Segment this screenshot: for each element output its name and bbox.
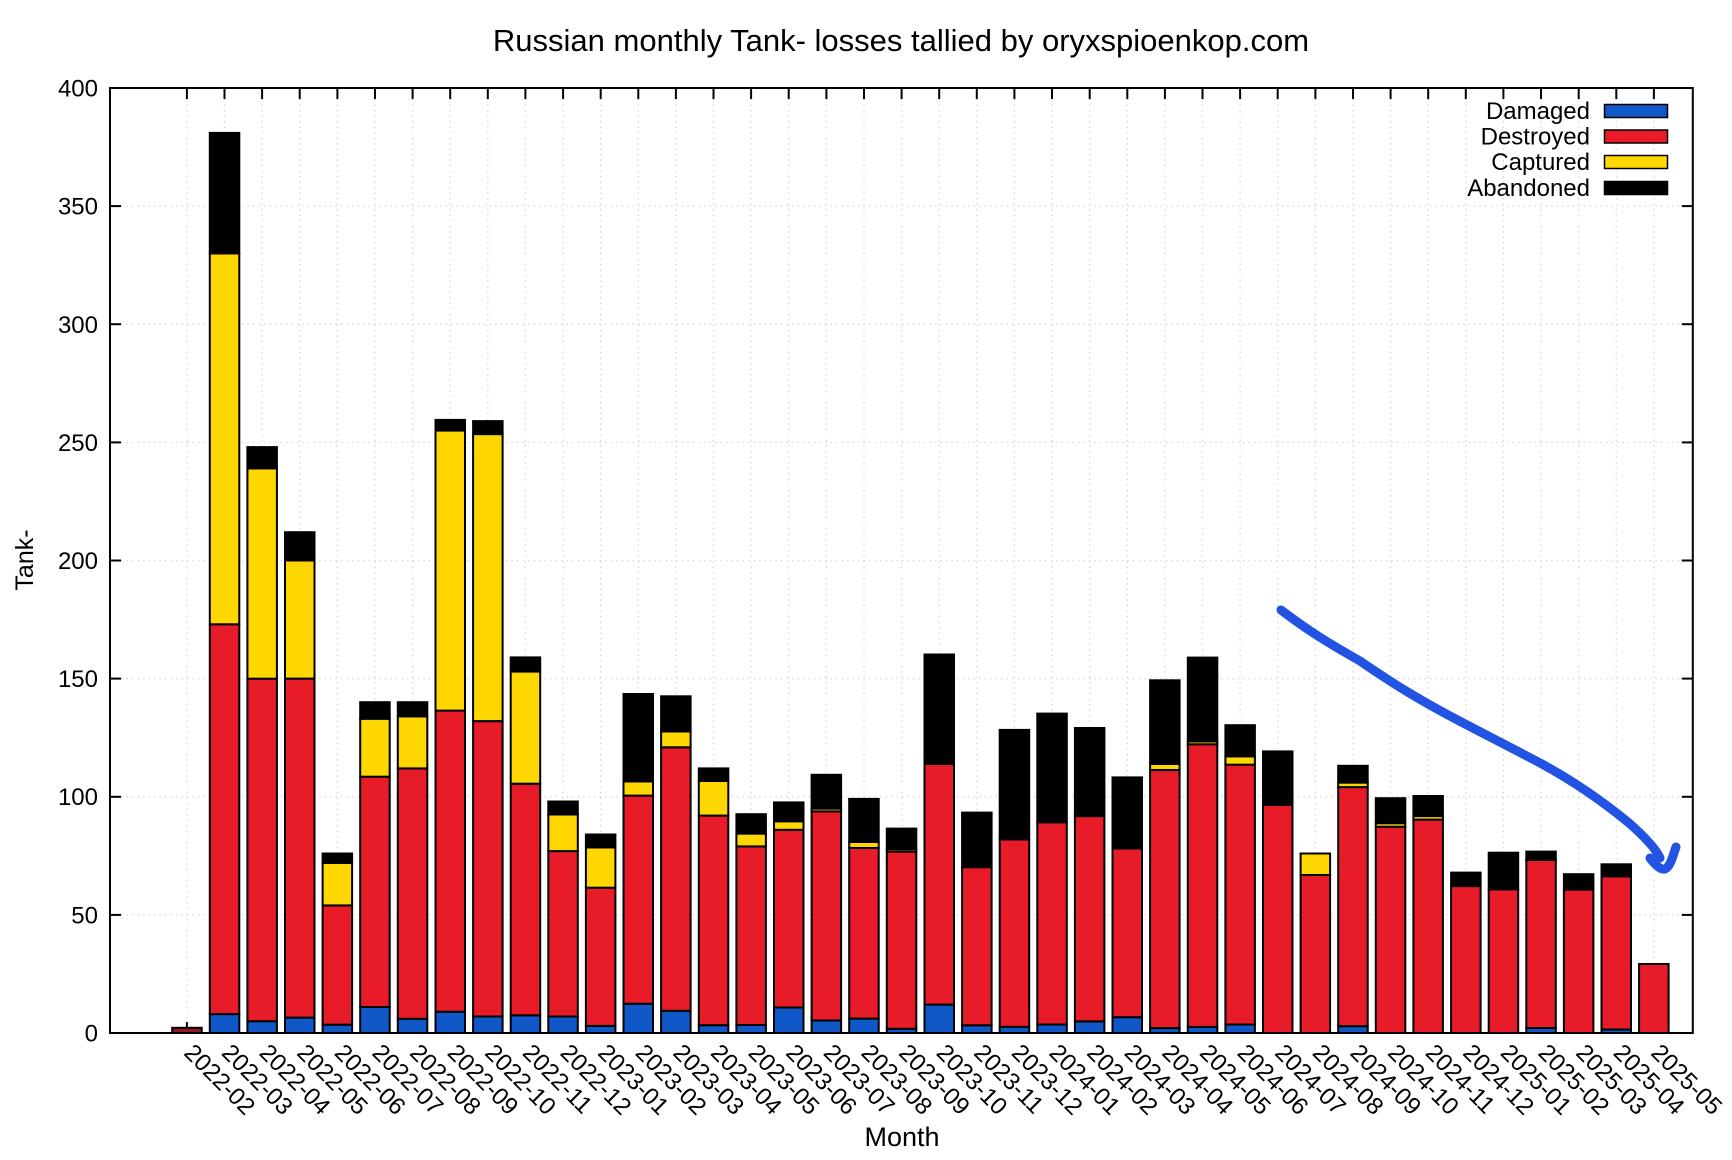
svg-text:Destroyed: Destroyed (1481, 124, 1590, 151)
svg-text:150: 150 (58, 666, 98, 693)
svg-text:300: 300 (58, 312, 98, 339)
svg-text:Abandoned: Abandoned (1467, 175, 1590, 202)
svg-text:Russian monthly Tank- losses t: Russian monthly Tank- losses tallied by … (493, 23, 1309, 58)
svg-text:Month: Month (864, 1122, 939, 1152)
svg-text:Damaged: Damaged (1486, 98, 1590, 125)
svg-text:250: 250 (58, 430, 98, 457)
svg-text:350: 350 (58, 194, 98, 221)
svg-text:0: 0 (85, 1021, 98, 1048)
svg-text:100: 100 (58, 784, 98, 811)
svg-text:Tank-: Tank- (11, 529, 39, 590)
svg-text:50: 50 (71, 902, 98, 929)
svg-text:400: 400 (58, 76, 98, 103)
svg-text:200: 200 (58, 548, 98, 575)
svg-text:Captured: Captured (1491, 149, 1590, 176)
